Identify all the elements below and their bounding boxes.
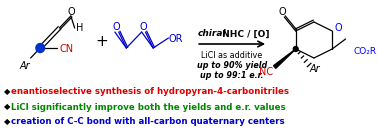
Text: NC: NC bbox=[259, 67, 273, 77]
Text: creation of C-C bond with all-carbon quaternary centers: creation of C-C bond with all-carbon qua… bbox=[11, 117, 285, 127]
Text: Ar: Ar bbox=[310, 64, 320, 74]
Text: ◆: ◆ bbox=[4, 103, 10, 112]
Text: ◆: ◆ bbox=[4, 87, 10, 96]
Text: NHC / [O]: NHC / [O] bbox=[219, 30, 270, 39]
Text: CO₂R: CO₂R bbox=[353, 47, 376, 56]
Text: O: O bbox=[279, 7, 286, 17]
Text: Ar: Ar bbox=[20, 61, 30, 71]
Polygon shape bbox=[274, 49, 296, 68]
Text: O: O bbox=[140, 22, 147, 32]
Text: up to 99:1 e.r.: up to 99:1 e.r. bbox=[200, 71, 264, 79]
Text: H: H bbox=[76, 23, 83, 33]
Text: enantioselective synthesis of hydropyran-4-carbonitriles: enantioselective synthesis of hydropyran… bbox=[11, 87, 290, 96]
Text: CN: CN bbox=[60, 44, 74, 54]
Text: O: O bbox=[68, 7, 76, 17]
Text: +: + bbox=[95, 34, 108, 50]
Text: LiCl as additive: LiCl as additive bbox=[201, 51, 263, 59]
Text: LiCl significantly improve both the yields and e.r. values: LiCl significantly improve both the yiel… bbox=[11, 103, 286, 112]
Text: chiral: chiral bbox=[198, 30, 227, 39]
Text: O: O bbox=[334, 23, 342, 33]
Circle shape bbox=[293, 47, 298, 51]
Circle shape bbox=[36, 43, 45, 52]
Text: O: O bbox=[113, 22, 121, 32]
Text: OR: OR bbox=[169, 34, 183, 44]
Text: ◆: ◆ bbox=[4, 117, 10, 127]
Text: up to 90% yield: up to 90% yield bbox=[197, 60, 267, 70]
